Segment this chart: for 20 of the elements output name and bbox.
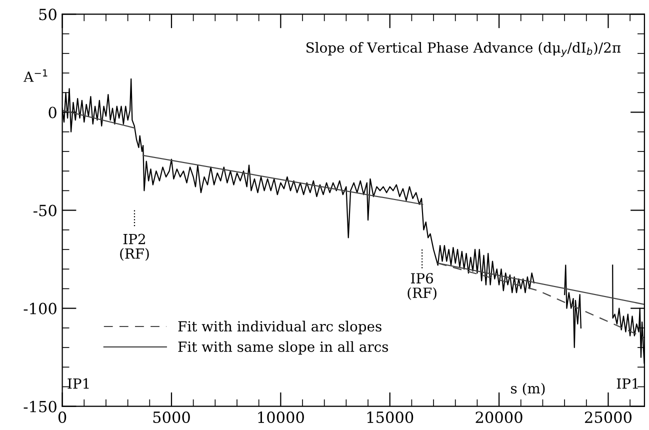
- annotation: IP6 (RF): [408, 273, 436, 300]
- legend-label: Fit with individual arc slopes: [178, 320, 382, 334]
- y-tick-label: 50: [39, 8, 56, 20]
- x-tick-label: 15000: [367, 411, 414, 424]
- x-tick-label: 5000: [153, 411, 190, 424]
- y-tick-label: -150: [24, 400, 56, 412]
- x-tick-label: 10000: [258, 411, 304, 424]
- text: Slope of Vertical Phase Advance (dμ$_{y}$/dI$_{b}$)/2π: [306, 42, 621, 57]
- y-tick-label: -50: [34, 204, 56, 216]
- y-tick-label: 0: [48, 106, 56, 118]
- x-axis-title: s (m): [511, 382, 545, 396]
- x-tick-label: 20000: [476, 411, 522, 424]
- annotation: IP1: [68, 378, 89, 389]
- x-tick-label: 25000: [584, 411, 632, 424]
- y-axis-title: A$^{−1}$: [24, 69, 48, 82]
- annotation: IP1: [616, 378, 638, 389]
- legend-label: Fit with same slope in all arcs: [178, 341, 388, 355]
- x-tick-label: 0: [58, 411, 66, 424]
- annotation: IP2 (RF): [120, 234, 149, 261]
- y-tick-label: -100: [24, 302, 56, 314]
